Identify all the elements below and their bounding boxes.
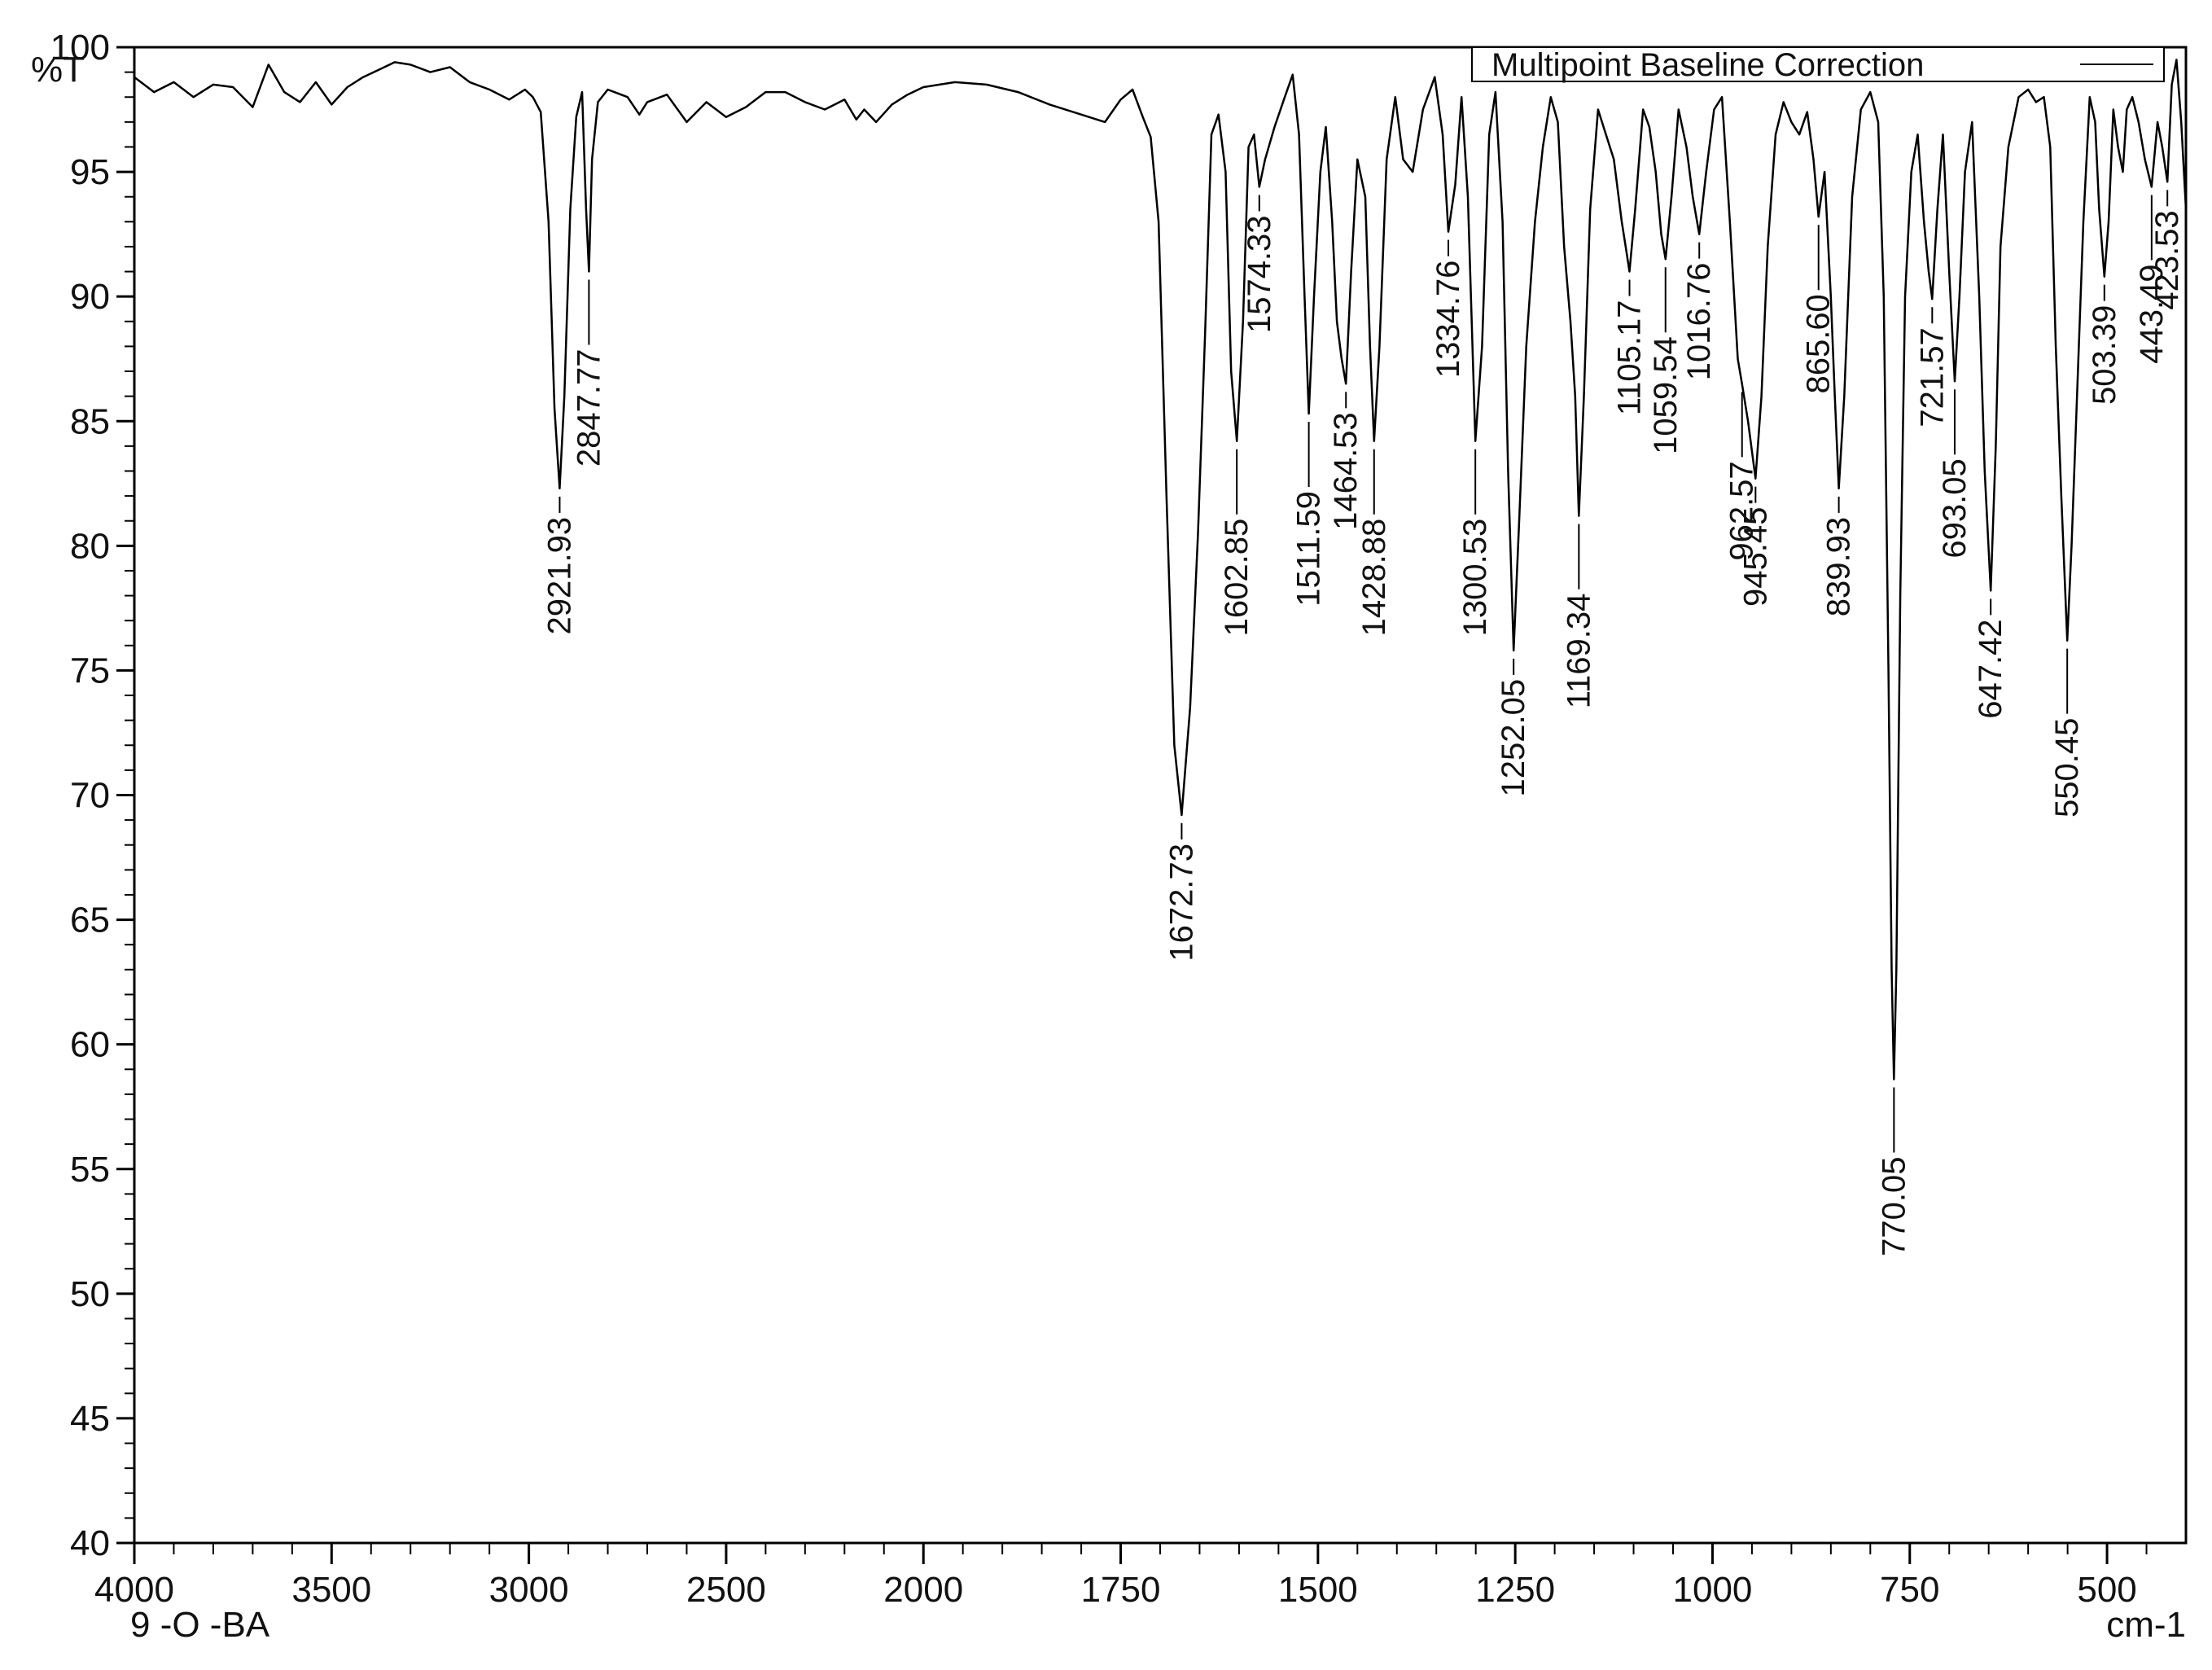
peak-label: 423.53	[2149, 210, 2185, 309]
peak-label: 647.42	[1973, 619, 2008, 718]
peak-label: 945.45	[1737, 507, 1773, 607]
y-tick-label: 40	[70, 1523, 110, 1563]
spectrum-series	[134, 59, 2188, 1080]
peak-label: 1334.76	[1430, 261, 1466, 379]
peak-label: 1169.34	[1561, 594, 1597, 709]
y-tick-label: 45	[70, 1399, 110, 1439]
peak-label: 1059.54	[1648, 336, 1684, 454]
y-tick-label: 85	[70, 401, 110, 441]
x-tick-label: 3500	[291, 1570, 371, 1610]
x-tick-label: 1500	[1278, 1570, 1358, 1610]
y-tick-label: 80	[70, 526, 110, 566]
y-tick-label: 75	[70, 651, 110, 690]
peak-label: 550.45	[2049, 718, 2085, 817]
x-tick-label: 500	[2077, 1570, 2136, 1610]
x-tick-label: 750	[1880, 1570, 1939, 1610]
y-axis-label: %T	[31, 50, 85, 90]
peak-label: 1464.53	[1328, 412, 1364, 530]
y-tick-label: 100	[50, 28, 110, 68]
x-tick-label: 1750	[1081, 1570, 1161, 1610]
y-tick-label: 50	[70, 1274, 110, 1314]
x-tick-label: 2000	[883, 1570, 963, 1610]
peak-label: 1672.73	[1163, 844, 1199, 962]
peak-label: 1428.88	[1356, 519, 1392, 637]
peak-label: 2847.77	[571, 349, 607, 467]
y-tick-label: 65	[70, 901, 110, 940]
y-tick-label: 70	[70, 776, 110, 816]
x-tick-label: 4000	[94, 1570, 174, 1610]
peak-annotations: 2921.93 2847.77 1672.73 1602.85 1574.33 1511.…	[541, 190, 2185, 1256]
peak-label: 1511.59	[1291, 491, 1327, 607]
x-axis: 4000 3500 3000 2500 2000 1750 1500 1250 1000 750 5…	[94, 1543, 2148, 1610]
peak-label: 1300.53	[1457, 519, 1493, 637]
peak-label: 839.93	[1821, 517, 1857, 616]
peak-label: 2921.93	[541, 517, 577, 635]
peak-label: 693.05	[1937, 458, 1973, 558]
y-axis: 40 45 50 55 60 65 70 75 80 85 90 95 100	[50, 28, 134, 1563]
sample-label: 9 -O -BA	[130, 1605, 270, 1645]
x-tick-label: 3000	[489, 1570, 569, 1610]
y-tick-label: 60	[70, 1025, 110, 1065]
legend-box	[1471, 46, 2165, 82]
y-tick-label: 95	[70, 152, 110, 192]
y-tick-label: 90	[70, 277, 110, 317]
peak-label: 1602.85	[1219, 519, 1255, 637]
peak-label: 962.57	[1724, 461, 1760, 560]
y-tick-label: 55	[70, 1150, 110, 1190]
peak-label: 443.49	[2134, 264, 2170, 363]
peak-label: 503.39	[2087, 305, 2122, 405]
x-tick-label: 1000	[1673, 1570, 1753, 1610]
legend-entry-label: Multipoint Baseline Correction	[1491, 47, 1924, 83]
peak-label: 1574.33	[1242, 215, 1277, 333]
x-axis-label: cm-1	[2106, 1605, 2186, 1645]
peak-label: 1016.76	[1681, 263, 1717, 381]
peak-label: 1105.17	[1612, 300, 1648, 416]
peak-label: 721.57	[1914, 327, 1950, 427]
x-tick-label: 1250	[1475, 1570, 1555, 1610]
peak-label: 770.05	[1876, 1157, 1912, 1256]
peak-label: 865.60	[1801, 294, 1837, 393]
spectrum-line	[134, 59, 2188, 1080]
legend: Multipoint Baseline Correction	[1471, 46, 2165, 83]
x-tick-label: 2500	[686, 1570, 766, 1610]
peak-label: 1252.05	[1496, 679, 1531, 797]
